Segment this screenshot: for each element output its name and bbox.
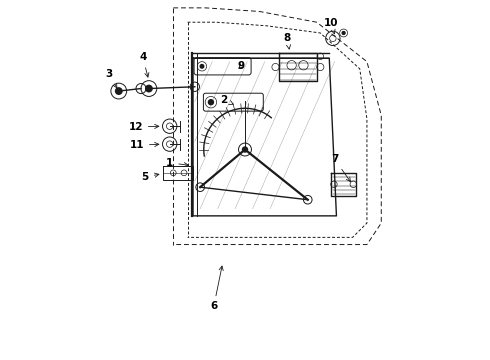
Circle shape: [243, 147, 247, 152]
Circle shape: [146, 85, 152, 92]
Text: 4: 4: [139, 52, 149, 77]
Text: 9: 9: [238, 61, 245, 71]
Text: 8: 8: [284, 33, 291, 49]
Text: 3: 3: [105, 69, 117, 88]
Text: 5: 5: [142, 172, 159, 182]
Text: 11: 11: [129, 140, 159, 150]
Text: 6: 6: [210, 266, 223, 311]
Circle shape: [116, 88, 122, 94]
Circle shape: [200, 64, 204, 68]
Text: 7: 7: [331, 154, 350, 182]
Text: 12: 12: [128, 122, 159, 132]
Circle shape: [208, 100, 214, 105]
Text: 2: 2: [220, 95, 233, 105]
Circle shape: [342, 32, 345, 35]
Text: 10: 10: [324, 18, 338, 34]
Text: 1: 1: [166, 158, 188, 168]
